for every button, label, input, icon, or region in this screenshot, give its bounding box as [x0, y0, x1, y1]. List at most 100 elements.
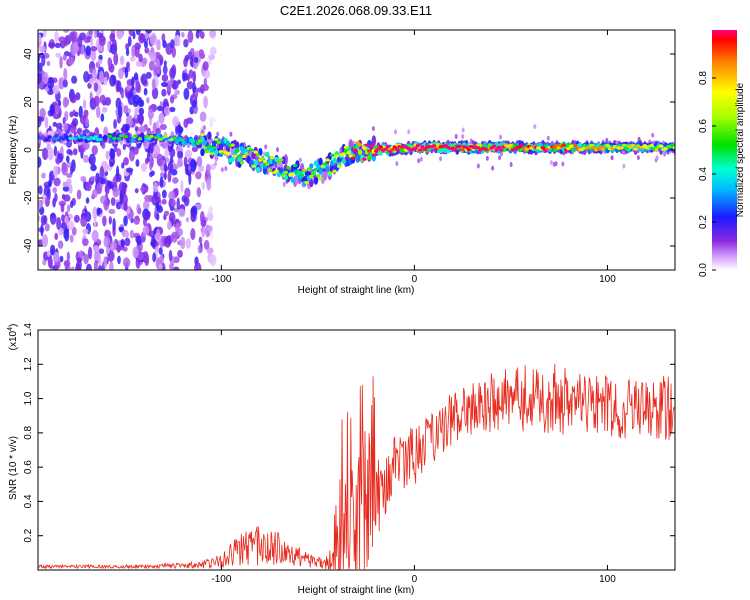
noise-speckle [533, 124, 537, 130]
snr-x-axis-label: Height of straight line (km) [298, 585, 415, 596]
noise-speckle [177, 157, 183, 168]
noise-speckle [177, 150, 184, 160]
noise-speckle [190, 228, 196, 240]
noise-speckle [189, 71, 193, 79]
noise-speckle [97, 59, 103, 65]
noise-speckle [156, 58, 160, 68]
noise-speckle [158, 247, 163, 255]
noise-speckle [110, 197, 116, 206]
colorbar-tick-label: 0.8 [698, 71, 709, 85]
noise-speckle [184, 187, 191, 199]
ridge-blob [200, 148, 205, 157]
noise-speckle [192, 70, 197, 84]
ridge-blob [357, 149, 363, 156]
noise-speckle [71, 226, 77, 236]
ridge-blob [237, 156, 242, 163]
ridge-blob [346, 151, 351, 155]
ridge-blob [235, 149, 240, 153]
ridge-blob [47, 135, 52, 139]
noise-speckle [52, 121, 58, 127]
noise-speckle [224, 166, 228, 172]
noise-speckle [54, 104, 61, 113]
noise-speckle [58, 77, 65, 90]
noise-speckle [116, 80, 122, 92]
noise-speckle [147, 108, 154, 120]
noise-speckle [92, 206, 98, 220]
noise-speckle [113, 52, 119, 66]
noise-speckle [52, 187, 57, 194]
ridge-blob [56, 138, 62, 142]
noise-speckle [155, 127, 161, 136]
ridge-blob [364, 143, 370, 147]
ridge-blob [309, 163, 314, 169]
noise-speckle [105, 246, 110, 255]
noise-speckle [54, 232, 59, 241]
noise-speckle [171, 64, 177, 77]
noise-speckle [156, 39, 161, 51]
noise-speckle [275, 147, 279, 153]
ridge-blob [475, 146, 481, 150]
noise-speckle [109, 162, 114, 168]
ridge-blob [554, 143, 560, 148]
noise-speckle [119, 192, 124, 206]
noise-speckle [115, 176, 122, 183]
noise-speckle [38, 215, 41, 222]
noise-speckle [50, 249, 55, 256]
colorbar-tick-label: 0.4 [698, 167, 709, 181]
noise-speckle [636, 155, 640, 161]
noise-speckle [88, 78, 96, 85]
noise-speckle [38, 156, 42, 168]
noise-speckle [554, 161, 558, 167]
noise-speckle [180, 180, 184, 193]
noise-speckle [122, 143, 126, 151]
noise-speckle [58, 36, 66, 43]
noise-speckle [139, 114, 144, 126]
noise-speckle [194, 262, 202, 270]
noise-speckle [206, 178, 212, 191]
ridge-blob [309, 179, 314, 188]
noise-speckle [161, 198, 167, 205]
noise-speckle [185, 238, 191, 249]
noise-speckle [123, 215, 128, 227]
noise-speckle [201, 181, 206, 190]
noise-speckle [134, 46, 140, 58]
noise-speckle [454, 134, 458, 140]
ridge-blob [323, 162, 328, 166]
noise-speckle [202, 61, 209, 71]
noise-speckle [208, 54, 216, 61]
ridge-blob [237, 154, 242, 158]
noise-speckle [183, 72, 189, 81]
noise-speckle [170, 39, 175, 49]
noise-speckle [117, 105, 123, 119]
ridge-blob [179, 138, 184, 142]
noise-speckle [91, 145, 98, 156]
noise-speckle [189, 56, 194, 67]
noise-speckle [92, 245, 100, 253]
ridge-blob [253, 159, 258, 166]
ridge-blob [116, 137, 122, 141]
ridge-blob [341, 152, 346, 156]
noise-speckle [63, 68, 68, 81]
noise-speckle [54, 42, 61, 49]
noise-speckle [154, 61, 162, 75]
noise-speckle [282, 182, 286, 188]
noise-speckle [140, 73, 148, 86]
ridge-blob [200, 133, 205, 137]
noise-speckle [202, 125, 206, 131]
ridge-blob [239, 161, 245, 165]
noise-speckle [476, 163, 480, 169]
noise-speckle [40, 224, 44, 237]
noise-speckle [83, 253, 89, 265]
noise-speckle [172, 177, 179, 184]
noise-speckle [196, 187, 202, 198]
noise-speckle [112, 227, 116, 237]
noise-speckle [561, 161, 565, 167]
ridge-blob [279, 158, 284, 162]
ridge-blob [633, 147, 638, 151]
ridge-blob [610, 147, 615, 151]
ridge-blob [332, 157, 337, 164]
noise-speckle [199, 52, 206, 60]
ridge-blob [302, 168, 307, 173]
noise-speckle [206, 247, 214, 255]
ridge-blob [422, 147, 428, 151]
